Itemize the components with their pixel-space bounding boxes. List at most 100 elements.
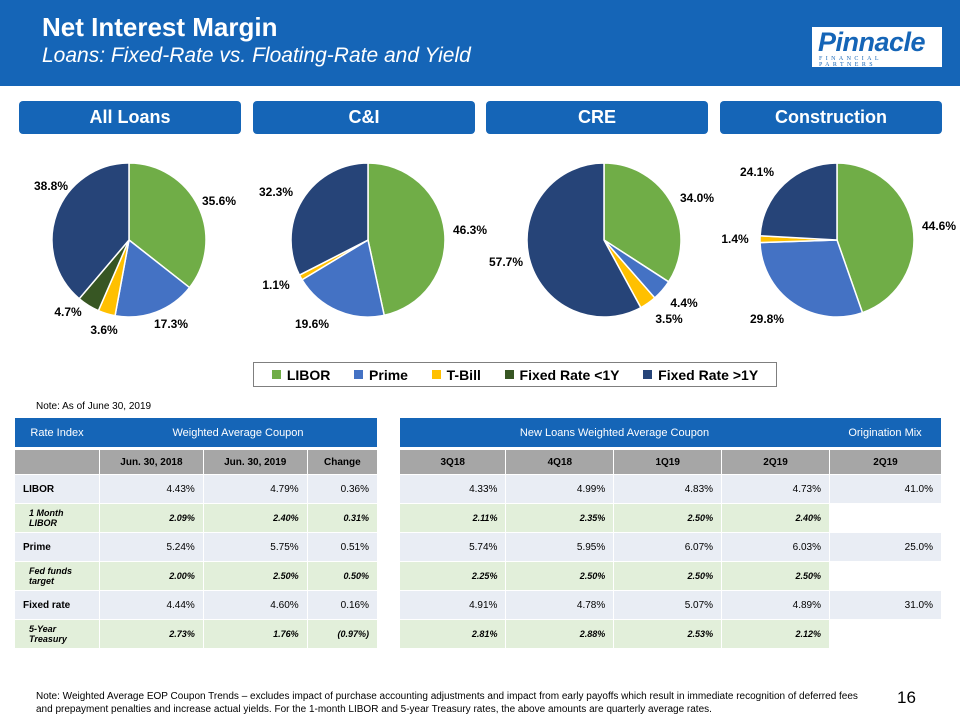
- row-label: LIBOR: [15, 474, 99, 503]
- cell: 2.09%: [99, 503, 203, 532]
- cell: 0.31%: [306, 503, 377, 532]
- cell: 2.50%: [613, 561, 722, 590]
- table-row: LIBOR 4.43% 4.79% 0.36%: [15, 474, 377, 503]
- pie-label-construction-t-bill: 1.4%: [721, 232, 749, 246]
- row-label: Prime: [15, 532, 99, 561]
- legend-swatch-libor: [271, 370, 281, 379]
- cell: 2.12%: [721, 619, 829, 648]
- subheader-2q19-mix: 2Q19: [829, 447, 941, 474]
- pie-slice-construction-libor: [836, 162, 915, 314]
- pie-slice-c-i-libor: [367, 162, 446, 317]
- legend-item-fixed-lt1y: Fixed Rate <1Y: [504, 366, 620, 383]
- cell: [829, 619, 941, 648]
- pie-title-cre: CRE: [486, 101, 708, 134]
- table-row: 5-Year Treasury 2.73% 1.76% (0.97%): [15, 619, 377, 648]
- cell: [829, 561, 941, 590]
- pie-label-c-i-fixed-rate-1y: 32.3%: [259, 185, 293, 199]
- cell: 4.44%: [99, 590, 203, 619]
- table-row: 2.81% 2.88% 2.53% 2.12%: [400, 619, 941, 648]
- table-row: 2.25% 2.50% 2.50% 2.50%: [400, 561, 941, 590]
- legend-item-libor: LIBOR: [271, 366, 331, 383]
- pie-slice-c-i-prime: [301, 238, 386, 318]
- cell: 0.50%: [306, 561, 377, 590]
- pie-label-all-loans-fixed-rate-1y: 4.7%: [54, 305, 82, 319]
- row-label: Fed funds target: [15, 561, 99, 590]
- cell: 31.0%: [829, 590, 941, 619]
- logo-tagline: FINANCIAL PARTNERS: [819, 56, 882, 68]
- cell: 2.50%: [505, 561, 614, 590]
- logo-wordmark: Pinnacle: [818, 27, 926, 57]
- cell: 2.50%: [202, 561, 307, 590]
- pie-title-ci: C&I: [253, 101, 475, 134]
- pie-label-all-loans-libor: 35.6%: [202, 194, 236, 208]
- subheader-change: Change: [306, 447, 377, 474]
- cell: 0.36%: [306, 474, 377, 503]
- legend-label-prime: Prime: [369, 366, 408, 383]
- table-row: 1 Month LIBOR 2.09% 2.40% 0.31%: [15, 503, 377, 532]
- cell: 4.60%: [202, 590, 307, 619]
- pie-label-c-i-libor: 46.3%: [453, 223, 487, 237]
- pie-label-construction-prime: 29.8%: [750, 312, 784, 326]
- cell: 4.99%: [505, 474, 614, 503]
- new-loans-table: New Loans Weighted Average Coupon Origin…: [400, 418, 941, 648]
- pie-label-all-loans-t-bill: 3.6%: [90, 323, 118, 337]
- pie-label-cre-prime: 4.4%: [670, 296, 698, 310]
- legend-label-fixed-lt1y: Fixed Rate <1Y: [519, 366, 620, 383]
- cell: 5.95%: [505, 532, 614, 561]
- pie-slice-construction-prime: [759, 239, 864, 318]
- pie-label-c-i-prime: 19.6%: [295, 317, 329, 331]
- cell: 2.40%: [202, 503, 307, 532]
- cell: [829, 503, 941, 532]
- rate-index-table: Rate Index Weighted Average Coupon Jun. …: [15, 418, 377, 648]
- pie-slice-all-loans-libor: [128, 162, 207, 289]
- pie-label-all-loans-fixed-rate-1y: 38.8%: [34, 179, 68, 193]
- cell: 6.07%: [613, 532, 722, 561]
- cell: 4.89%: [721, 590, 829, 619]
- table-header-row: New Loans Weighted Average Coupon Origin…: [400, 418, 941, 447]
- table-row: 2.11% 2.35% 2.50% 2.40%: [400, 503, 941, 532]
- row-label: Fixed rate: [15, 590, 99, 619]
- cell: 2.35%: [505, 503, 614, 532]
- table-row: Fed funds target 2.00% 2.50% 0.50%: [15, 561, 377, 590]
- cell: 4.73%: [721, 474, 829, 503]
- legend-label-libor: LIBOR: [286, 366, 331, 383]
- legend-swatch-fixed-gt1y: [643, 370, 653, 379]
- cell: 2.73%: [99, 619, 203, 648]
- cell: 4.91%: [400, 590, 506, 619]
- cell: 2.81%: [400, 619, 506, 648]
- pie-label-c-i-t-bill: 1.1%: [262, 278, 290, 292]
- footnote: Note: Weighted Average EOP Coupon Trends…: [36, 691, 858, 715]
- table-subheader-row: 3Q18 4Q18 1Q19 2Q19 2Q19: [400, 447, 941, 474]
- pie-label-cre-libor: 34.0%: [680, 191, 714, 205]
- subheader-1q19: 1Q19: [613, 447, 722, 474]
- note-as-of: Note: As of June 30, 2019: [36, 401, 152, 412]
- subheader-2q19: 2Q19: [721, 447, 829, 474]
- table-row: 5.74% 5.95% 6.07% 6.03% 25.0%: [400, 532, 941, 561]
- cell: 25.0%: [829, 532, 941, 561]
- cell: 1.76%: [202, 619, 307, 648]
- row-label: 1 Month LIBOR: [15, 503, 99, 532]
- subheader-blank: [15, 447, 99, 474]
- pie-slice-c-i-fixed-rate-1y: [290, 162, 369, 277]
- subheader-3q18: 3Q18: [400, 447, 506, 474]
- page-number: 16: [897, 688, 916, 707]
- cell: 5.74%: [400, 532, 506, 561]
- pie-slice-all-loans-fixed-rate-1y: [51, 162, 130, 300]
- cell: 6.03%: [721, 532, 829, 561]
- table-row: 4.33% 4.99% 4.83% 4.73% 41.0%: [400, 474, 941, 503]
- legend-label-fixed-gt1y: Fixed Rate >1Y: [658, 366, 759, 383]
- cell: 4.78%: [505, 590, 614, 619]
- legend-item-fixed-gt1y: Fixed Rate >1Y: [643, 367, 758, 383]
- pinnacle-logo: Pinnacle FINANCIAL PARTNERS: [812, 27, 942, 68]
- cell: 2.53%: [613, 619, 722, 648]
- cell: 4.79%: [202, 474, 307, 503]
- cell: (0.97%): [306, 619, 377, 648]
- pie-title-all-loans: All Loans: [19, 101, 241, 134]
- cell: 5.07%: [613, 590, 722, 619]
- header-new-loans-coupon: New Loans Weighted Average Coupon: [400, 418, 829, 447]
- cell: 2.50%: [613, 503, 722, 532]
- cell: 5.24%: [99, 532, 203, 561]
- cell: 5.75%: [202, 532, 307, 561]
- pie-label-cre-fixed-rate-1y: 57.7%: [489, 255, 523, 269]
- pie-title-construction: Construction: [720, 101, 942, 134]
